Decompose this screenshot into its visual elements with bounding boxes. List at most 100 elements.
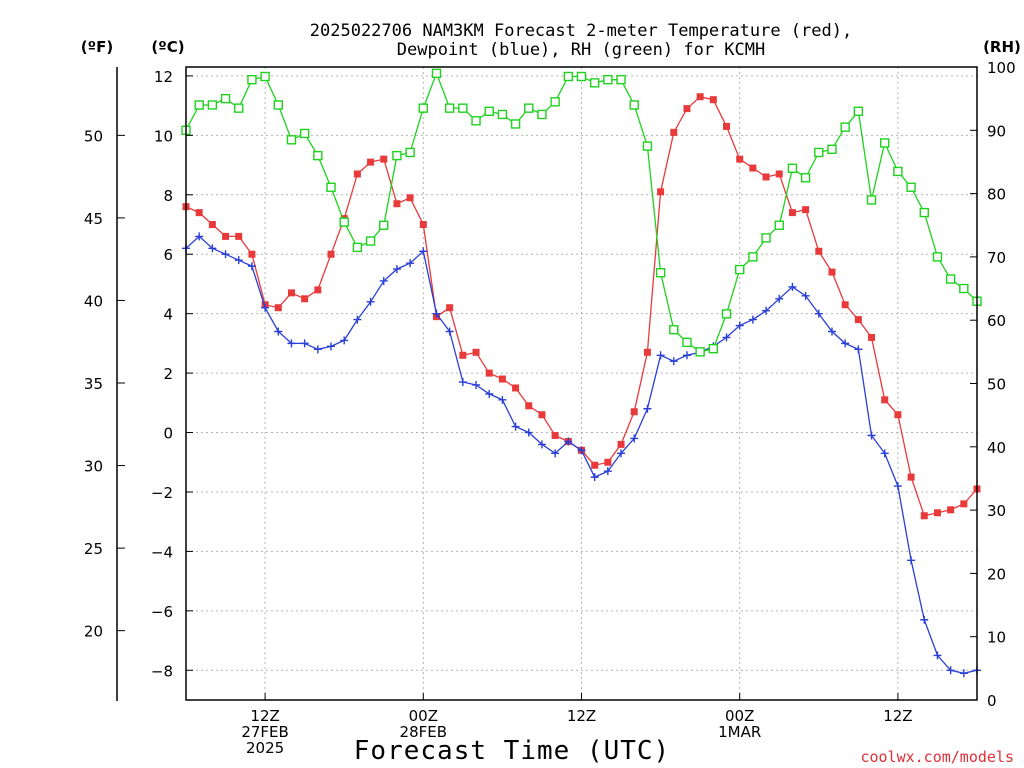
dewpoint-point-41 xyxy=(722,333,731,342)
dewpoint-point-58 xyxy=(946,666,955,675)
chart-title-line2: Dewpoint (blue), RH (green) for KCMH xyxy=(397,40,765,60)
fahrenheit-unit-label: (ºF) xyxy=(81,38,113,56)
temperature-point-33 xyxy=(617,440,625,448)
celsius-axis-ticks: 12 10 8 6 4 2 0 −2 −4 −6 −8 xyxy=(151,68,193,680)
dewpoint-point-28 xyxy=(551,449,560,458)
temperature-point-39 xyxy=(696,93,704,101)
dewpoint-point-1 xyxy=(195,232,204,241)
temperature-point-18 xyxy=(419,221,427,229)
temperature-point-32 xyxy=(604,458,612,466)
fahrenheit-tick-label-2: 40 xyxy=(84,292,103,310)
temperature-point-53 xyxy=(881,396,889,404)
temperature-point-11 xyxy=(327,250,335,258)
rh-point-20 xyxy=(444,103,455,113)
temperature-point-55 xyxy=(907,473,915,481)
celsius-tick-label-5: 2 xyxy=(163,365,173,383)
temperature-point-20 xyxy=(446,304,454,312)
dewpoint-point-59 xyxy=(959,669,968,678)
temperature-point-38 xyxy=(683,105,691,113)
dewpoint-point-49 xyxy=(827,327,836,336)
temperature-point-43 xyxy=(749,164,757,172)
dewpoint-point-32 xyxy=(603,467,612,476)
dewpoint-point-52 xyxy=(867,431,876,440)
temperature-point-17 xyxy=(406,194,414,202)
fahrenheit-tick-label-1: 45 xyxy=(84,210,103,228)
dewpoint-point-54 xyxy=(893,482,902,491)
rh-point-7 xyxy=(273,100,283,110)
dewpoint-point-9 xyxy=(300,339,309,348)
dewpoint-point-3 xyxy=(221,250,230,259)
rh-point-2 xyxy=(207,100,218,110)
rh-tick-label-10: 0 xyxy=(987,692,997,710)
dewpoint-point-6 xyxy=(261,303,270,312)
dewpoint-point-10 xyxy=(313,345,322,354)
dewpoint-point-4 xyxy=(234,256,243,265)
time-tick-label-4-0: 12Z xyxy=(883,707,912,725)
celsius-tick-label-8: −4 xyxy=(151,543,173,561)
dewpoint-point-43 xyxy=(748,315,757,324)
dewpoint-point-56 xyxy=(920,615,929,624)
dewpoint-point-53 xyxy=(880,449,889,458)
rh-point-57 xyxy=(932,252,943,262)
rh-point-52 xyxy=(866,195,877,205)
rh-point-47 xyxy=(800,173,811,183)
temperature-point-57 xyxy=(933,509,941,517)
dewpoint-point-46 xyxy=(788,282,797,291)
rh-point-41 xyxy=(721,309,732,319)
rh-point-49 xyxy=(827,144,837,154)
dewpoint-point-13 xyxy=(353,315,362,324)
rh-point-12 xyxy=(339,217,349,227)
rh-point-9 xyxy=(299,128,310,139)
rh-point-30 xyxy=(576,71,587,82)
rh-point-6 xyxy=(260,71,270,82)
time-tick-label-1-0: 00Z xyxy=(409,707,438,725)
dewpoint-point-22 xyxy=(472,380,481,389)
rh-point-17 xyxy=(405,147,415,158)
dewpoint-point-48 xyxy=(814,309,823,318)
temperature-point-46 xyxy=(788,209,796,217)
rh-point-29 xyxy=(563,71,574,82)
dewpoint-point-38 xyxy=(682,351,691,360)
temperature-point-41 xyxy=(723,122,731,130)
dewpoint-point-47 xyxy=(801,291,810,300)
temperature-point-45 xyxy=(775,170,783,178)
temperature-point-50 xyxy=(841,301,849,309)
dewpoint-point-35 xyxy=(643,404,652,413)
temperature-point-23 xyxy=(485,369,493,377)
dewpoint-point-45 xyxy=(775,294,784,303)
celsius-tick-label-4: 4 xyxy=(163,306,173,324)
temperature-point-1 xyxy=(195,209,203,217)
dewpoint-point-17 xyxy=(406,259,415,268)
temperature-point-35 xyxy=(643,348,651,356)
celsius-tick-label-9: −6 xyxy=(151,603,173,621)
temperature-point-2 xyxy=(208,221,216,229)
temperature-point-42 xyxy=(736,155,744,163)
temperature-point-49 xyxy=(828,268,836,276)
rh-point-15 xyxy=(379,220,389,230)
dewpoint-point-12 xyxy=(340,336,349,345)
rh-point-48 xyxy=(814,147,824,158)
rh-point-3 xyxy=(220,93,231,104)
temperature-point-28 xyxy=(551,432,559,440)
rh-point-42 xyxy=(735,264,745,275)
rh-point-37 xyxy=(669,324,679,335)
dewpoint-point-2 xyxy=(208,244,217,253)
rh-point-10 xyxy=(313,150,323,161)
rh-tick-label-7: 30 xyxy=(987,502,1006,520)
temperature-point-47 xyxy=(802,206,810,214)
rh-point-23 xyxy=(484,106,494,117)
rh-tick-label-4: 60 xyxy=(987,312,1006,330)
dewpoint-point-26 xyxy=(524,428,533,437)
celsius-unit-label: (ºC) xyxy=(151,38,184,56)
fahrenheit-axis-ticks: 50 45 40 35 30 25 20 xyxy=(84,127,125,641)
rh-point-39 xyxy=(695,347,705,357)
temperature-point-24 xyxy=(498,375,506,383)
rh-point-1 xyxy=(194,100,204,110)
temperature-point-14 xyxy=(367,158,375,166)
rh-point-43 xyxy=(748,252,758,262)
dewpoint-point-19 xyxy=(432,309,441,318)
dewpoint-point-57 xyxy=(933,651,942,660)
rh-point-44 xyxy=(761,233,771,243)
dewpoint-point-5 xyxy=(247,262,256,271)
